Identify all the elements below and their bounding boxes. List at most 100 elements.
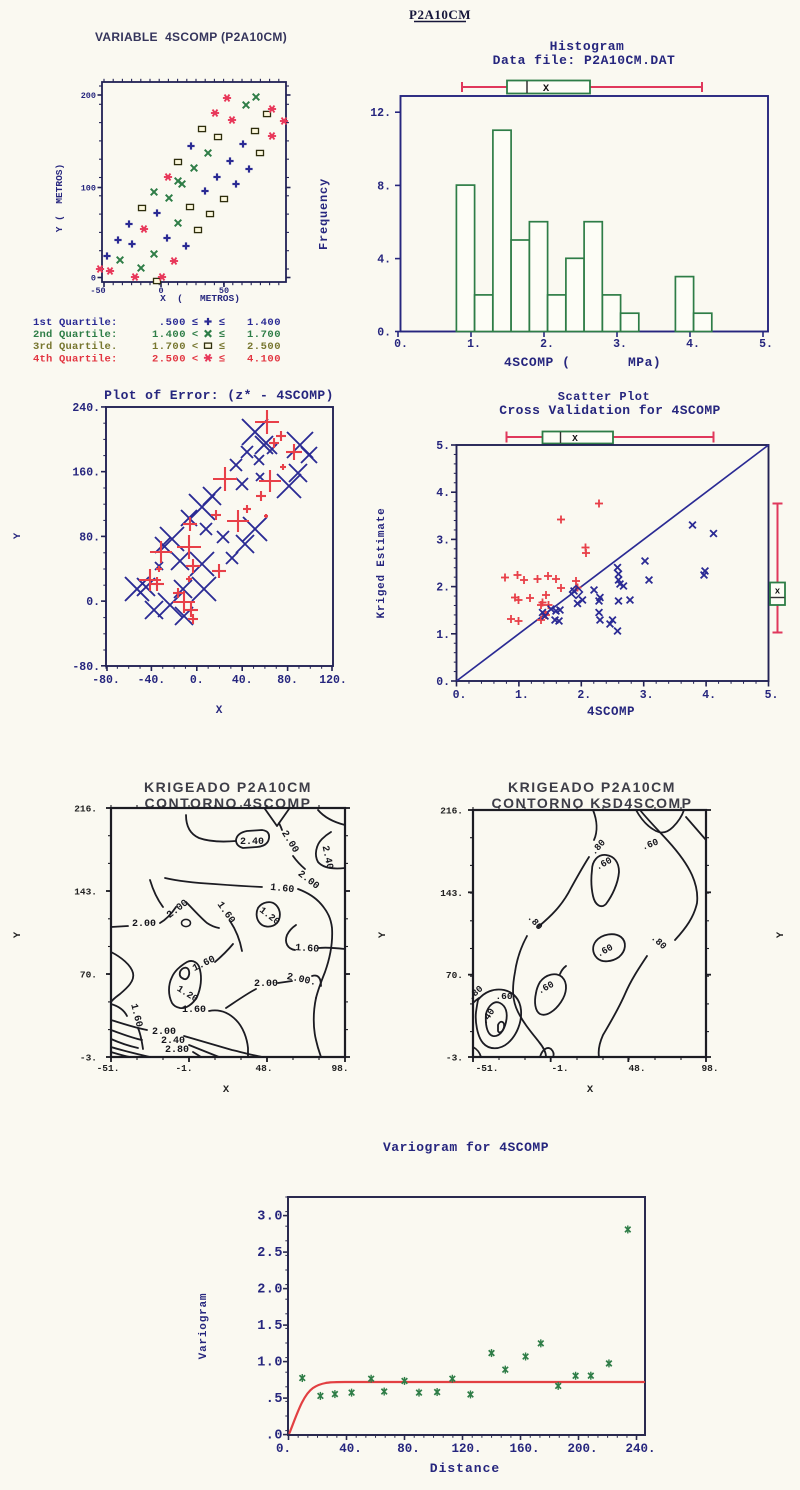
svg-text:3.: 3.: [613, 338, 627, 351]
svg-text:40.: 40.: [339, 1442, 362, 1456]
svg-text:70.: 70.: [80, 970, 97, 981]
svg-text:216.: 216.: [440, 806, 463, 817]
svg-text:50: 50: [219, 286, 229, 296]
svg-text:2.00: 2.00: [165, 898, 191, 921]
svg-text:<: <: [192, 353, 198, 365]
svg-text:P2A10CM: P2A10CM: [409, 7, 471, 22]
svg-text:1.5: 1.5: [257, 1319, 283, 1334]
svg-text:0.: 0.: [453, 689, 467, 702]
svg-text:Y: Y: [12, 931, 24, 938]
svg-text:2.80: 2.80: [165, 1045, 189, 1056]
svg-text:4.: 4.: [686, 338, 700, 351]
svg-text:1.60: 1.60: [191, 954, 217, 974]
svg-text:Y: Y: [377, 931, 389, 938]
svg-text:.60: .60: [495, 991, 512, 1002]
svg-text:3.: 3.: [436, 534, 450, 547]
svg-text:5.: 5.: [765, 689, 779, 702]
svg-text:Y: Y: [12, 532, 24, 539]
svg-text:≤: ≤: [219, 353, 225, 365]
svg-text:.80: .80: [649, 932, 669, 952]
svg-text:2.00: 2.00: [132, 919, 156, 930]
svg-text:≤: ≤: [219, 341, 225, 353]
svg-text:X: X: [216, 705, 223, 717]
svg-text:200: 200: [81, 91, 96, 101]
svg-text:VARIABLE 4SCOMP (P2A10CM): VARIABLE 4SCOMP (P2A10CM): [95, 30, 287, 44]
svg-text:x: x: [775, 587, 781, 597]
svg-text:KRIGEADO P2A10CM: KRIGEADO P2A10CM: [508, 779, 676, 795]
svg-text:.60: .60: [640, 836, 660, 852]
svg-text:5.: 5.: [759, 338, 773, 351]
svg-text:.0: .0: [266, 1429, 283, 1444]
svg-text:Y: Y: [775, 931, 787, 938]
svg-text:CONTORNO KSD4SCOMP: CONTORNO KSD4SCOMP: [492, 795, 693, 811]
svg-text:-40.: -40.: [138, 674, 166, 687]
svg-text:0.: 0.: [190, 674, 204, 687]
svg-text:1.0: 1.0: [257, 1356, 283, 1371]
svg-text:0.: 0.: [436, 676, 450, 689]
svg-text:2.40: 2.40: [240, 837, 264, 848]
svg-text:.40: .40: [479, 1006, 498, 1027]
svg-text:48.: 48.: [255, 1063, 272, 1074]
svg-text:240.: 240.: [72, 402, 100, 415]
svg-text:2.40: 2.40: [161, 1036, 185, 1047]
svg-text:1.60: 1.60: [127, 1003, 143, 1029]
svg-text:1.60: 1.60: [295, 943, 320, 956]
svg-text:Variogram: Variogram: [198, 1293, 210, 1360]
svg-text:48.: 48.: [628, 1063, 645, 1074]
svg-text:160.: 160.: [72, 467, 100, 480]
svg-text:1.20: 1.20: [175, 983, 200, 1005]
svg-text:240.: 240.: [625, 1442, 655, 1456]
svg-text:1.: 1.: [467, 338, 481, 351]
svg-text:0.: 0.: [394, 338, 408, 351]
svg-text:-50: -50: [90, 286, 105, 296]
svg-text:98.: 98.: [331, 1063, 348, 1074]
svg-text:Kriged Estimate: Kriged Estimate: [376, 507, 388, 618]
svg-text:.60: .60: [536, 979, 557, 997]
svg-text:120.: 120.: [451, 1442, 481, 1456]
svg-text:160.: 160.: [509, 1442, 539, 1456]
svg-text:.80: .80: [525, 912, 545, 932]
svg-text:-51.: -51.: [476, 1063, 499, 1074]
svg-text:3rd Quartile.: 3rd Quartile.: [33, 341, 118, 353]
svg-text:1.700: 1.700: [247, 329, 281, 341]
svg-text:-1.: -1.: [551, 1063, 568, 1074]
svg-text:Variogram for 4SCOMP: Variogram for 4SCOMP: [383, 1140, 549, 1155]
svg-text:X: X: [587, 1084, 594, 1096]
svg-text:-51.: -51.: [97, 1063, 120, 1074]
svg-text:Data file: P2A10CM.DAT: Data file: P2A10CM.DAT: [493, 53, 676, 68]
svg-text:2.00: 2.00: [278, 829, 300, 855]
svg-text:0.: 0.: [276, 1442, 291, 1456]
svg-text:4SCOMP: 4SCOMP: [587, 705, 635, 719]
svg-text:.500: .500: [159, 317, 186, 329]
svg-text:-1.: -1.: [175, 1063, 192, 1074]
svg-text:<: <: [192, 329, 198, 341]
svg-text:2.40: 2.40: [319, 845, 335, 871]
svg-text:4th Quartile:: 4th Quartile:: [33, 353, 118, 365]
svg-text:2.500: 2.500: [247, 341, 281, 353]
svg-text:0.: 0.: [377, 327, 391, 340]
svg-text:0.: 0.: [86, 596, 100, 609]
svg-text:1.60: 1.60: [182, 1005, 206, 1016]
svg-text:0: 0: [158, 286, 163, 296]
svg-text:4.: 4.: [702, 689, 716, 702]
svg-text:5.: 5.: [436, 440, 450, 453]
svg-text:80.: 80.: [277, 674, 298, 687]
svg-text:1.: 1.: [515, 689, 529, 702]
svg-text:KRIGEADO P2A10CM: KRIGEADO P2A10CM: [144, 779, 312, 795]
svg-text:2.: 2.: [540, 338, 554, 351]
svg-text:2.500: 2.500: [152, 353, 186, 365]
svg-text:2nd Quartile:: 2nd Quartile:: [33, 329, 118, 341]
svg-text:Cross Validation for 4SCOMP: Cross Validation for 4SCOMP: [499, 403, 720, 418]
svg-text:X: X: [543, 83, 550, 95]
svg-text:-80.: -80.: [72, 661, 100, 674]
svg-text:1.700: 1.700: [152, 341, 186, 353]
svg-text:70.: 70.: [446, 970, 463, 981]
svg-text:1.: 1.: [436, 629, 450, 642]
svg-text:≤: ≤: [219, 317, 225, 329]
svg-text:MPa): MPa): [628, 355, 661, 370]
svg-text:1st Quartile:: 1st Quartile:: [33, 317, 118, 329]
svg-text:1.60: 1.60: [270, 883, 295, 896]
svg-text:3.0: 3.0: [257, 1210, 283, 1225]
svg-text:98.: 98.: [701, 1063, 718, 1074]
svg-text:4.: 4.: [436, 487, 450, 500]
